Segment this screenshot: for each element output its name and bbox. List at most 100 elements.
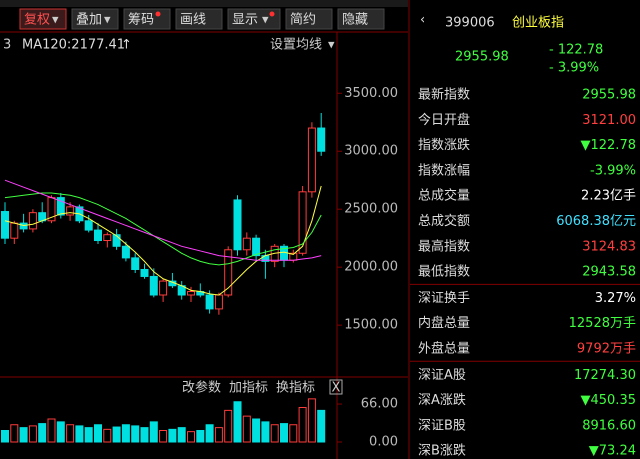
- candle-body: [233, 199, 242, 251]
- row-label: 指数涨幅: [418, 163, 470, 178]
- legend: MA120:2177.41: [22, 38, 125, 53]
- toolbar-button[interactable]: [175, 8, 223, 30]
- volume-bar: [196, 430, 205, 443]
- row-label: 总成交量: [418, 188, 470, 204]
- candle-body: [187, 291, 195, 296]
- candle-body: [1, 211, 9, 239]
- row-label: 今日开盘: [418, 112, 470, 128]
- toolbar-label[interactable]: 画线: [180, 13, 206, 28]
- volume-bar: [242, 415, 251, 443]
- row-label: 深证B股: [418, 418, 466, 433]
- row-value: -3.99%: [590, 163, 636, 178]
- candle-body: [252, 237, 261, 257]
- volume-bar: [307, 398, 316, 443]
- volume-bar: [252, 418, 261, 443]
- volume-bar: [270, 424, 279, 443]
- volume-bar: [177, 427, 186, 443]
- volume-bar: [261, 421, 270, 443]
- quote-code: 399006: [445, 16, 495, 31]
- row-value: 3124.83: [582, 239, 636, 254]
- candle-body: [112, 234, 121, 247]
- row-value: ▼450.35: [581, 393, 637, 408]
- candle-body: [56, 197, 65, 216]
- toolbar-button[interactable]: [285, 8, 333, 30]
- row-label: 深B涨跌: [418, 443, 466, 459]
- top-strip: [0, 0, 408, 7]
- row-value: ▼73.24: [589, 444, 636, 459]
- close-button[interactable]: X: [332, 381, 341, 396]
- volume-bar: [280, 423, 288, 443]
- volume-bar: [56, 421, 65, 443]
- row-value: 12528万手: [569, 316, 636, 331]
- candle-body: [298, 191, 307, 254]
- toolbar-button[interactable]: [337, 8, 385, 30]
- y-tick-label: 0.00: [369, 435, 398, 450]
- candle-body: [121, 245, 130, 259]
- dot: [269, 11, 275, 17]
- ma-setting[interactable]: 设置均线: [270, 38, 322, 53]
- candle-body: [140, 268, 149, 277]
- toolbar-label[interactable]: 叠加: [76, 13, 102, 28]
- y-tick-label: 3500.00: [344, 86, 398, 101]
- row-label: 最高指数: [418, 238, 470, 254]
- dot: [155, 11, 161, 17]
- volume-bar: [205, 424, 214, 443]
- toolbar-button[interactable]: [19, 8, 67, 30]
- candle-body: [94, 229, 102, 242]
- row-label: 内盘总量: [418, 315, 470, 331]
- candle-body: [224, 249, 233, 296]
- toolbar-label[interactable]: 简约: [290, 12, 316, 28]
- y-tick-label: 2000.00: [344, 260, 398, 275]
- quote-pct: - 3.99%: [549, 61, 599, 76]
- volume-bar: [168, 428, 177, 443]
- row-value: 17274.30: [574, 368, 636, 383]
- volume-bar: [28, 425, 37, 443]
- legend-prefix: 3: [3, 38, 11, 53]
- indicator-button[interactable]: 换指标: [276, 381, 315, 396]
- toolbar-button[interactable]: [71, 8, 119, 30]
- volume-bar: [103, 428, 112, 443]
- indicator-button[interactable]: 改参数: [182, 380, 221, 396]
- volume-bar: [233, 401, 242, 443]
- volume-bar: [149, 421, 158, 443]
- volume-bar: [131, 425, 140, 443]
- row-value: 8916.60: [582, 418, 636, 433]
- toolbar-label[interactable]: 复权: [24, 12, 50, 28]
- volume-bar: [112, 426, 121, 443]
- volume-bar: [140, 427, 149, 443]
- indicator-button[interactable]: 加指标: [229, 381, 268, 396]
- volume-bar: [121, 424, 130, 443]
- candle-body: [84, 220, 93, 231]
- row-label: 深证换手: [418, 291, 470, 306]
- row-value: 3.27%: [595, 291, 636, 306]
- candle-body: [307, 127, 316, 193]
- toolbar-label[interactable]: 显示: [232, 13, 258, 28]
- y-tick-label: 2500.00: [344, 202, 398, 217]
- ma-line: [4, 179, 322, 261]
- quote-price: 2955.98: [455, 50, 509, 65]
- volume-bar: [94, 424, 102, 443]
- volume-bar: [159, 430, 168, 443]
- row-label: 总成交额: [418, 213, 470, 229]
- volume-bar: [66, 424, 75, 443]
- row-label: 最低指数: [418, 265, 470, 280]
- volume-bar: [187, 431, 195, 443]
- toolbar-label[interactable]: 隐藏: [342, 13, 368, 28]
- nav-arrow[interactable]: ‹: [420, 13, 425, 28]
- volume-bar: [75, 425, 84, 443]
- row-value: 9792万手: [577, 342, 636, 357]
- candle-body: [10, 222, 19, 239]
- toolbar-button[interactable]: [227, 8, 281, 30]
- toolbar-label[interactable]: 筹码: [128, 12, 154, 28]
- row-label: 指数涨跌: [418, 137, 470, 153]
- quote-name: 创业板指: [512, 16, 564, 31]
- volume-bar: [1, 430, 9, 443]
- dropdown: ▾: [328, 38, 335, 53]
- dropdown: ▾: [104, 13, 111, 28]
- close-box[interactable]: [329, 379, 343, 395]
- candle-body: [159, 280, 168, 296]
- row-value: 2955.98: [582, 88, 636, 103]
